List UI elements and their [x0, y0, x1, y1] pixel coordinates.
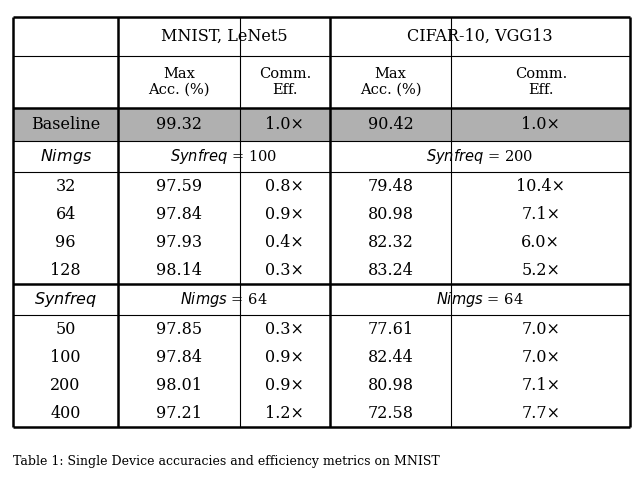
Text: 10.4×: 10.4×: [516, 178, 565, 195]
Text: 200: 200: [51, 377, 81, 394]
Text: Table 1: Single Device accuracies and efficiency metrics on MNIST: Table 1: Single Device accuracies and ef…: [13, 455, 440, 468]
Text: 97.93: 97.93: [156, 234, 202, 251]
Text: CIFAR-10, VGG13: CIFAR-10, VGG13: [407, 28, 553, 45]
Text: 0.8×: 0.8×: [266, 178, 304, 195]
Text: 64: 64: [56, 206, 76, 223]
Text: $\it{Synfreq}$ = 100: $\it{Synfreq}$ = 100: [170, 147, 278, 166]
Text: 82.32: 82.32: [367, 234, 413, 251]
Text: 97.84: 97.84: [156, 206, 202, 223]
Text: 1.2×: 1.2×: [266, 405, 304, 422]
Text: 100: 100: [51, 349, 81, 366]
Text: $\it{Synfreq}$ = 200: $\it{Synfreq}$ = 200: [426, 147, 534, 166]
Text: 97.84: 97.84: [156, 349, 202, 366]
Text: 7.0×: 7.0×: [522, 349, 560, 366]
Text: 96: 96: [55, 234, 76, 251]
Text: $\it{Nimgs}$ = 64: $\it{Nimgs}$ = 64: [180, 290, 268, 309]
Text: Max
Acc. (%): Max Acc. (%): [148, 67, 210, 97]
Text: 0.9×: 0.9×: [266, 377, 304, 394]
Text: 50: 50: [56, 321, 76, 338]
Text: 83.24: 83.24: [367, 262, 413, 279]
Text: 90.42: 90.42: [367, 116, 413, 133]
Text: 7.7×: 7.7×: [522, 405, 560, 422]
Text: 7.0×: 7.0×: [522, 321, 560, 338]
Text: 80.98: 80.98: [367, 206, 413, 223]
Text: 1.0×: 1.0×: [266, 116, 304, 133]
Text: 97.21: 97.21: [156, 405, 202, 422]
Text: Baseline: Baseline: [31, 116, 100, 133]
Text: 98.14: 98.14: [156, 262, 202, 279]
Text: 7.1×: 7.1×: [522, 377, 560, 394]
Text: 0.3×: 0.3×: [266, 262, 304, 279]
Text: 7.1×: 7.1×: [522, 206, 560, 223]
Text: 80.98: 80.98: [367, 377, 413, 394]
Text: 128: 128: [51, 262, 81, 279]
Text: 5.2×: 5.2×: [522, 262, 560, 279]
Text: 72.58: 72.58: [367, 405, 413, 422]
Bar: [13, 108, 630, 141]
Text: 32: 32: [56, 178, 76, 195]
Text: 400: 400: [51, 405, 81, 422]
Text: Comm.
Eff.: Comm. Eff.: [259, 67, 311, 97]
Text: 98.01: 98.01: [156, 377, 202, 394]
Text: 79.48: 79.48: [367, 178, 413, 195]
Text: Comm.
Eff.: Comm. Eff.: [515, 67, 567, 97]
Text: $\it{Synfreq}$: $\it{Synfreq}$: [34, 290, 97, 309]
Text: 99.32: 99.32: [156, 116, 202, 133]
Text: $\it{Nimgs}$ = 64: $\it{Nimgs}$ = 64: [436, 290, 524, 309]
Text: 1.0×: 1.0×: [522, 116, 560, 133]
Text: 97.59: 97.59: [156, 178, 202, 195]
Text: $\it{Nimgs}$: $\it{Nimgs}$: [40, 147, 92, 166]
Text: Max
Acc. (%): Max Acc. (%): [360, 67, 421, 97]
Text: 97.85: 97.85: [156, 321, 202, 338]
Text: 82.44: 82.44: [367, 349, 413, 366]
Text: 0.9×: 0.9×: [266, 349, 304, 366]
Text: 0.3×: 0.3×: [266, 321, 304, 338]
Text: 6.0×: 6.0×: [522, 234, 560, 251]
Text: 0.9×: 0.9×: [266, 206, 304, 223]
Text: 0.4×: 0.4×: [266, 234, 304, 251]
Text: MNIST, LeNet5: MNIST, LeNet5: [161, 28, 287, 45]
Text: 77.61: 77.61: [367, 321, 413, 338]
